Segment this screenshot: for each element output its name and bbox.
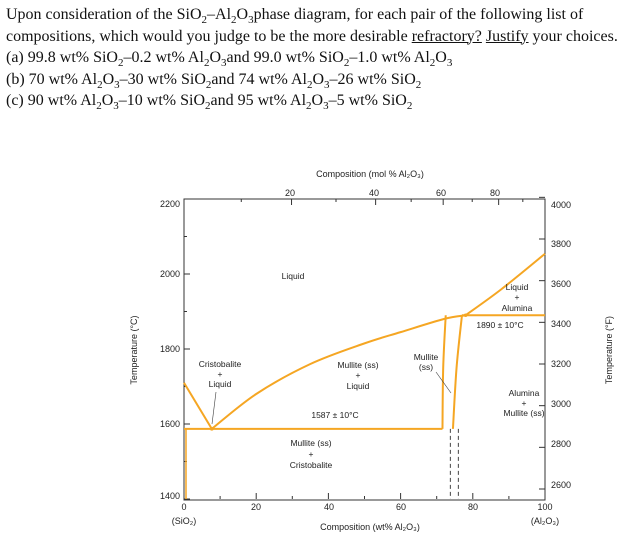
svg-text:+: + (515, 292, 520, 302)
left-tick-label: 2200 (160, 199, 180, 209)
bottom-axis-title: Composition (wt% Al₂O₃) (320, 522, 420, 532)
bottom-tick-label: 80 (468, 502, 478, 512)
eutectic-label-1890: 1890 ± 10°C (476, 320, 523, 330)
left-tick-label: 1800 (160, 344, 180, 354)
question-line-1: Upon consideration of the SiO2–Al2O3phas… (6, 6, 584, 27)
question-line-2: compositions, which would you judge to b… (6, 27, 618, 45)
left-axis-title: Temperature (°C) (129, 315, 139, 384)
region-mullite-cristobalite: Mullite (ss) + Cristobalite (290, 438, 333, 470)
svg-text:Mullite (ss): Mullite (ss) (503, 408, 544, 418)
question-part-a: (a) 99.8 wt% SiO2–0.2 wt% Al2O3and 99.0 … (6, 49, 453, 70)
right-tick-label: 3400 (551, 319, 571, 329)
question-text: Upon consideration of the SiO2–Al2O3phas… (6, 4, 620, 112)
right-tick-label: 3800 (551, 239, 571, 249)
bottom-right-label: (Al₂O₃) (531, 516, 559, 526)
svg-text:Mullite (ss): Mullite (ss) (290, 438, 331, 448)
invariant-point (209, 427, 214, 431)
bottom-tick-label: 100 (537, 502, 552, 512)
liquidus-mullite (211, 314, 466, 430)
mullite-solvus-left (441, 315, 447, 429)
region-mullite-ss: Mullite (ss) (414, 352, 439, 372)
label-leader (211, 391, 217, 425)
svg-text:Mullite: Mullite (414, 352, 439, 362)
region-liquid: Liquid (282, 271, 305, 281)
right-tick-label: 2800 (551, 439, 571, 449)
top-tick-label: 40 (369, 188, 379, 198)
svg-text:Liquid: Liquid (209, 379, 232, 389)
svg-text:Alumina: Alumina (509, 388, 540, 398)
top-axis-title: Composition (mol % Al₂O₃) (316, 169, 424, 179)
right-tick-label: 2600 (551, 480, 571, 490)
top-tick-labels: 20 40 60 80 (285, 188, 500, 198)
liquidus-alumina (464, 252, 546, 317)
invariant-point (463, 313, 468, 318)
svg-text:Alumina: Alumina (502, 303, 533, 313)
top-tick-label: 20 (285, 188, 295, 198)
bottom-left-label: (SiO₂) (172, 516, 197, 526)
svg-text:+: + (309, 449, 314, 459)
left-tick-label: 1400 (160, 491, 180, 501)
liquidus-cristobalite (183, 382, 213, 430)
right-tick-label: 3000 (551, 399, 571, 409)
svg-text:Cristobalite: Cristobalite (199, 359, 242, 369)
svg-text:Cristobalite: Cristobalite (290, 460, 333, 470)
svg-text:+: + (218, 369, 223, 379)
bottom-tick-label: 20 (251, 502, 261, 512)
tick-marks (183, 196, 546, 500)
left-tick-label: 1600 (160, 419, 180, 429)
svg-text:Mullite (ss): Mullite (ss) (337, 360, 378, 370)
left-tick-label: 2000 (160, 269, 180, 279)
svg-text:+: + (356, 370, 361, 380)
question-part-b: (b) 70 wt% Al2O3–30 wt% SiO2and 74 wt% A… (6, 70, 422, 91)
eutectic-label-1587: 1587 ± 10°C (311, 410, 358, 420)
right-tick-label: 4000 (551, 200, 571, 210)
svg-text:+: + (522, 398, 527, 408)
question-part-c: (c) 90 wt% Al2O3–10 wt% SiO2and 95 wt% A… (6, 92, 413, 113)
svg-text:(ss): (ss) (419, 362, 433, 372)
right-tick-label: 3200 (551, 359, 571, 369)
bottom-tick-label: 0 (181, 502, 186, 512)
region-cristobalite-liquid: Cristobalite + Liquid (199, 359, 242, 389)
right-axis-title: Temperature (°F) (604, 316, 614, 384)
right-tick-label: 3600 (551, 279, 571, 289)
top-tick-label: 80 (490, 188, 500, 198)
top-tick-label: 60 (436, 188, 446, 198)
region-liquid-alumina: Liquid + Alumina (502, 282, 533, 313)
mullite-solvus-right (451, 315, 463, 429)
plot-frame (183, 198, 546, 501)
right-tick-labels: 4000 3800 3600 3400 3200 3000 2800 2600 (551, 200, 571, 490)
bottom-tick-label: 60 (396, 502, 406, 512)
bottom-tick-label: 40 (324, 502, 334, 512)
svg-text:Liquid: Liquid (506, 282, 529, 292)
label-leader (435, 371, 452, 394)
left-tick-labels: 2200 2000 1800 1600 1400 (160, 199, 180, 501)
phase-boundaries (183, 252, 546, 499)
region-mullite-liquid: Mullite (ss) + Liquid (337, 360, 378, 391)
bottom-tick-labels: 0 20 40 60 80 100 (181, 502, 552, 512)
svg-text:Liquid: Liquid (347, 381, 370, 391)
region-alumina-mullite: Alumina + Mullite (ss) (503, 388, 544, 418)
